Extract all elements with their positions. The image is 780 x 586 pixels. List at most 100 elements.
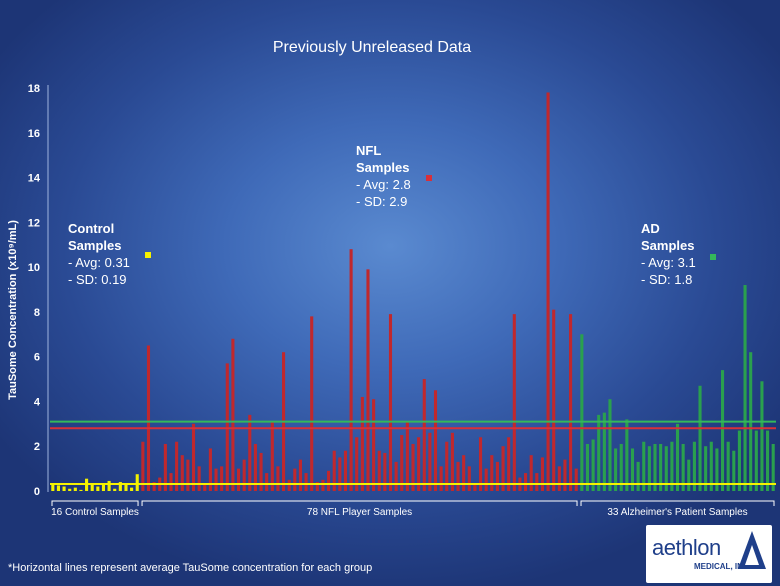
y-tick-label: 12 — [28, 217, 40, 229]
bar — [692, 441, 696, 491]
aethlon-logo: aethlon MEDICAL, INC. — [646, 525, 772, 583]
bar — [124, 484, 128, 491]
bar — [450, 432, 454, 491]
bar — [270, 421, 274, 491]
bar — [591, 439, 595, 491]
bar — [467, 466, 471, 491]
bar — [614, 448, 618, 491]
annotation-title: NFL — [356, 143, 381, 158]
annotation-sd: - SD: 1.8 — [641, 272, 692, 287]
logo-triangle-icon — [738, 531, 766, 569]
bar — [107, 480, 111, 491]
bar — [113, 488, 117, 491]
y-tick-label: 10 — [28, 262, 40, 274]
bar — [411, 443, 415, 491]
bar — [563, 459, 567, 491]
legend-marker — [426, 175, 432, 181]
bar — [490, 455, 494, 491]
bar — [118, 482, 122, 491]
bar — [152, 482, 156, 491]
bar — [101, 484, 106, 491]
bar — [484, 468, 488, 491]
bar — [569, 314, 573, 491]
bar — [681, 443, 685, 491]
bar — [670, 441, 674, 491]
bar — [163, 443, 167, 491]
bar — [760, 381, 764, 491]
legend-marker — [145, 252, 151, 258]
bar — [304, 473, 308, 491]
bar — [445, 441, 449, 491]
bar — [608, 399, 612, 491]
bar — [619, 443, 623, 491]
bar — [597, 414, 601, 491]
bar — [675, 423, 680, 491]
bar — [720, 370, 725, 491]
annotation-title: Samples — [356, 160, 409, 175]
group-bracket — [580, 500, 775, 506]
annotation-avg: - Avg: 2.8 — [356, 177, 411, 192]
bar — [298, 459, 302, 491]
bar — [366, 269, 370, 491]
bar — [220, 466, 224, 491]
bar — [524, 473, 528, 491]
bar — [766, 430, 770, 491]
bar — [698, 385, 702, 491]
y-axis-label: TauSome Concentration (x10⁹/mL) — [7, 220, 19, 400]
bar — [737, 430, 741, 491]
bar — [259, 452, 263, 491]
bar — [191, 423, 196, 491]
bar — [546, 92, 550, 491]
bar — [557, 466, 561, 491]
bar — [355, 437, 359, 491]
bar — [372, 399, 376, 491]
bar — [647, 446, 651, 491]
bar — [214, 468, 218, 491]
bar — [343, 450, 348, 491]
y-tick-label: 6 — [34, 352, 40, 364]
bar — [507, 437, 511, 491]
bar — [321, 479, 325, 491]
bar — [203, 484, 207, 491]
bar — [349, 249, 353, 491]
bar — [439, 466, 443, 491]
bar — [540, 457, 544, 491]
annotation-avg: - Avg: 3.1 — [641, 255, 696, 270]
bar — [732, 450, 736, 491]
group-label: 16 Control Samples — [51, 507, 139, 518]
bar — [315, 482, 319, 491]
bar — [175, 441, 179, 491]
annotation-sd: - SD: 2.9 — [356, 194, 407, 209]
bar — [653, 443, 657, 491]
bar — [400, 435, 404, 491]
group-brackets: 16 Control Samples 78 NFL Player Samples 3… — [51, 500, 775, 518]
bar — [456, 461, 460, 491]
group-bracket — [51, 500, 139, 506]
bar — [197, 466, 201, 491]
bar — [388, 314, 393, 491]
bar — [630, 448, 635, 491]
bar — [225, 363, 229, 491]
bar — [664, 446, 668, 491]
bar — [771, 443, 775, 491]
bar — [338, 457, 342, 491]
y-tick-label: 4 — [34, 396, 41, 408]
bar — [417, 437, 421, 491]
bar — [602, 412, 606, 491]
bar — [642, 441, 646, 491]
bar — [96, 486, 100, 491]
bar — [62, 486, 66, 491]
group-bracket — [141, 500, 578, 506]
bar — [529, 455, 533, 491]
bar — [422, 379, 426, 491]
bar — [90, 483, 94, 491]
bar — [473, 484, 477, 491]
bar — [478, 437, 483, 491]
bar — [253, 443, 257, 491]
bar — [135, 474, 139, 491]
bar — [73, 487, 77, 491]
bar — [726, 441, 730, 491]
bar — [56, 485, 60, 491]
logo-subtitle: MEDICAL, INC. — [694, 562, 751, 571]
